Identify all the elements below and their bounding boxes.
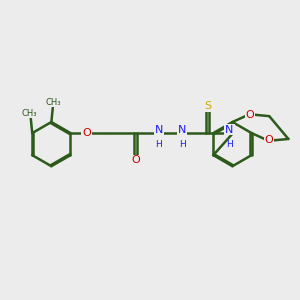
Text: H: H: [155, 140, 162, 148]
Text: CH₃: CH₃: [45, 98, 61, 106]
Text: H: H: [179, 140, 186, 148]
Text: CH₃: CH₃: [22, 109, 37, 118]
Text: O: O: [131, 155, 140, 166]
Text: H: H: [226, 140, 233, 148]
Text: N: N: [154, 124, 163, 134]
Text: S: S: [204, 101, 211, 111]
Text: O: O: [246, 110, 254, 120]
Text: O: O: [265, 135, 274, 146]
Text: O: O: [82, 128, 91, 138]
Text: N: N: [178, 124, 187, 134]
Text: N: N: [225, 124, 234, 134]
